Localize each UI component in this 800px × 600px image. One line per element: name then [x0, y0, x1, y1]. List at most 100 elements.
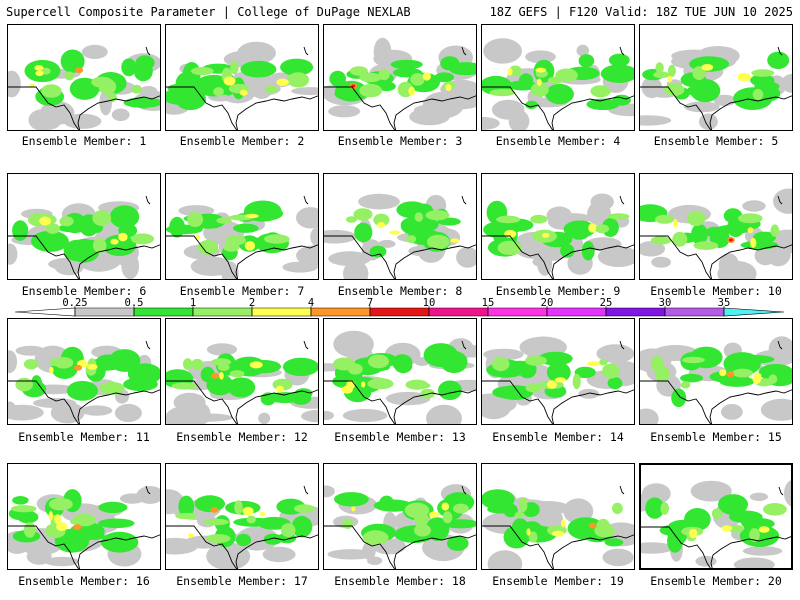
scp-contour-green: [729, 510, 763, 524]
colorbar-tick-label: 20: [541, 297, 554, 309]
scp-contour-lightgreen: [711, 508, 723, 519]
ensemble-panel-11[interactable]: [7, 318, 161, 425]
lake-michigan-outline: [619, 46, 625, 56]
scp-map: [166, 485, 318, 569]
gulf-coastline: [709, 389, 792, 424]
ensemble-panel-5[interactable]: [639, 24, 793, 131]
scp-contour-yellow: [747, 227, 754, 234]
us-mexico-border: [8, 235, 80, 279]
ensemble-panel-18[interactable]: [323, 463, 477, 570]
colorbar-segment: [251, 307, 312, 317]
scp-contour-green: [123, 97, 160, 108]
scp-contour-green: [425, 517, 450, 541]
colorbar-tick-label: 35: [718, 297, 731, 309]
scp-contour-green: [133, 61, 153, 82]
ensemble-panel-17[interactable]: [165, 463, 319, 570]
ensemble-panel-10[interactable]: [639, 173, 793, 280]
gulf-coastline: [551, 95, 634, 130]
colorbar-segment: [310, 307, 371, 317]
scp-contour-yellow: [276, 385, 284, 393]
ensemble-panel-4[interactable]: [481, 24, 635, 131]
scp-contour-green: [31, 230, 69, 252]
scp-contour-green: [608, 53, 630, 67]
scp-contour-light: [546, 206, 573, 225]
us-mexico-border: [8, 525, 80, 569]
scp-contour-yellow: [441, 502, 450, 511]
scp-contour-lightgreen: [655, 214, 675, 224]
scp-contour-green: [525, 100, 538, 110]
colorbar-tick-label: 7: [367, 297, 373, 309]
gulf-coastline: [393, 389, 476, 424]
scp-contour-yellow: [758, 526, 770, 533]
color-scale-legend: 0.25 0.5 1 2 4 7 10 15 20 25 30 35: [14, 297, 785, 317]
colorbar-segment: [605, 307, 666, 317]
colorbar-tick-label: 2: [249, 297, 255, 309]
scp-contour-lightgreen: [64, 71, 75, 81]
scp-contour-orange: [588, 522, 597, 529]
ensemble-panel-20[interactable]: [639, 463, 793, 570]
scp-contour-light: [525, 50, 556, 64]
scp-contour-lightgreen: [41, 84, 62, 98]
ensemble-panel-12[interactable]: [165, 318, 319, 425]
scp-contour-lightgreen: [687, 210, 706, 227]
ensemble-panel-7[interactable]: [165, 173, 319, 280]
scp-contour-light: [136, 486, 160, 504]
ensemble-panel-1[interactable]: [7, 24, 161, 131]
scp-contour-green: [102, 234, 137, 257]
scp-contour-yellow: [750, 237, 757, 248]
ensemble-panel-8[interactable]: [323, 173, 477, 280]
scp-contour-yellow: [259, 511, 266, 517]
scp-contour-lightgreen: [596, 518, 610, 533]
scp-contour-yellow: [719, 369, 727, 377]
scp-contour-yellow: [49, 366, 54, 374]
scp-contour-green: [715, 224, 750, 235]
scp-contour-lightgreen: [599, 359, 608, 366]
scp-contour-yellow: [507, 68, 513, 76]
colorbar-segment: [133, 307, 194, 317]
ensemble-panel-9[interactable]: [481, 173, 635, 280]
scp-contour-yellow: [34, 65, 44, 71]
ensemble-panel-16[interactable]: [7, 463, 161, 570]
scp-contour-lightgreen: [234, 500, 243, 515]
ensemble-panel-6[interactable]: [7, 173, 161, 280]
scp-contour-light: [8, 401, 16, 417]
ensemble-panel-15[interactable]: [639, 318, 793, 425]
scp-contour-light: [596, 344, 634, 363]
scp-map: [166, 41, 318, 130]
scp-contour-yellow: [244, 241, 256, 251]
gulf-coastline: [77, 244, 160, 279]
scp-contour-green: [233, 223, 259, 233]
scp-map: [324, 330, 476, 424]
ensemble-panel-3[interactable]: [323, 24, 477, 131]
gulf-coastline: [77, 95, 160, 130]
us-mexico-border: [641, 526, 711, 568]
ensemble-member-label: Ensemble Member: 16: [18, 574, 150, 588]
lake-michigan-outline: [303, 46, 309, 56]
scp-contour-lightgreen: [409, 382, 431, 389]
scp-contour-lightgreen: [530, 82, 549, 97]
scp-contour-green: [112, 350, 127, 370]
scp-contour-lightgreen: [590, 85, 611, 98]
scp-contour-light: [656, 486, 669, 500]
ensemble-panel-2[interactable]: [165, 24, 319, 131]
scp-contour-light: [343, 260, 369, 279]
us-mexico-border: [482, 525, 554, 569]
scp-contour-light: [50, 402, 85, 424]
scp-contour-lightgreen: [229, 370, 245, 378]
us-mexico-border: [640, 235, 712, 279]
ensemble-panel-13[interactable]: [323, 318, 477, 425]
scp-contour-light: [221, 261, 239, 279]
scp-contour-lightgreen: [186, 212, 204, 228]
scp-contour-light: [576, 44, 590, 57]
scp-map: [482, 38, 634, 130]
ensemble-panel-19[interactable]: [481, 463, 635, 570]
scp-contour-light: [8, 350, 18, 374]
colorbar-segment: [664, 307, 725, 317]
scp-contour-light: [640, 115, 672, 126]
scp-contour-green: [60, 49, 85, 73]
scp-contour-lightgreen: [362, 530, 389, 546]
scp-contour-green: [719, 376, 755, 387]
ensemble-panel-14[interactable]: [481, 318, 635, 425]
scp-contour-green: [291, 515, 313, 538]
scp-map: [166, 195, 318, 279]
